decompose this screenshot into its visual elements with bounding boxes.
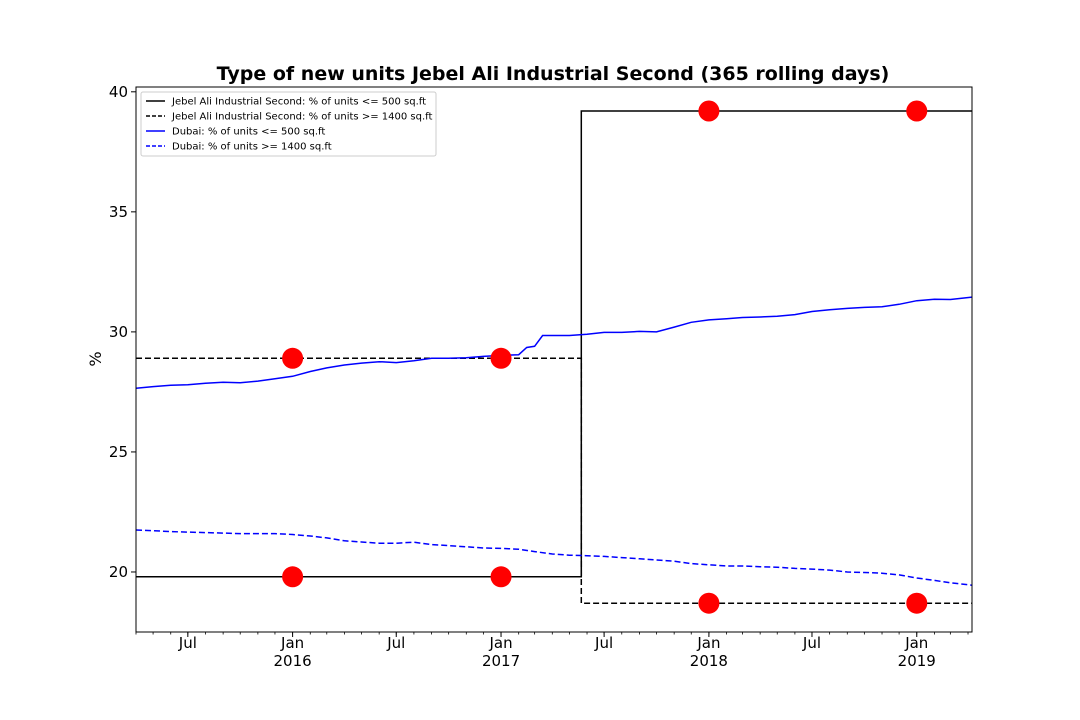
- legend: Jebel Ali Industrial Second: % of units …: [140, 91, 437, 157]
- y-tick-label: 20: [109, 563, 128, 581]
- x-tick-label: Jan: [696, 634, 720, 652]
- data-marker: [282, 347, 304, 369]
- x-tick-year-label: 2017: [482, 652, 520, 670]
- data-marker: [698, 592, 720, 614]
- data-marker: [490, 566, 512, 588]
- y-axis: 20 25 30 35 40: [109, 83, 136, 581]
- x-tick-year-label: 2018: [690, 652, 728, 670]
- x-tick-label: Jul: [594, 634, 613, 652]
- y-tick-label: 30: [109, 323, 128, 341]
- series-line-1: [136, 110, 972, 578]
- y-axis-label: %: [86, 351, 105, 366]
- y-tick-label: 40: [109, 83, 128, 101]
- x-tick-year-label: 2016: [274, 652, 312, 670]
- x-tick-label: Jul: [178, 634, 197, 652]
- data-marker: [490, 347, 512, 369]
- x-tick-label: Jul: [386, 634, 405, 652]
- data-marker: [906, 100, 928, 122]
- series-line-2: [136, 357, 972, 604]
- data-marker: [698, 100, 720, 122]
- series-line-4: [135, 529, 973, 586]
- series-layer: [135, 110, 973, 604]
- x-tick-label: Jan: [904, 634, 928, 652]
- legend-label-4: Dubai: % of units >= 1400 sq.ft: [172, 142, 332, 153]
- legend-label-3: Dubai: % of units <= 500 sq.ft: [172, 127, 325, 138]
- x-tick-label: Jan: [488, 634, 512, 652]
- x-tick-label: Jan: [280, 634, 304, 652]
- y-tick-label: 25: [109, 443, 128, 461]
- marker-layer: [282, 100, 928, 614]
- x-tick-label: Jul: [802, 634, 821, 652]
- data-marker: [906, 592, 928, 614]
- chart-title: Type of new units Jebel Ali Industrial S…: [217, 63, 890, 85]
- plot-frame: [135, 86, 973, 633]
- x-tick-year-label: 2019: [898, 652, 936, 670]
- series-line-3: [135, 296, 973, 390]
- y-tick-label: 35: [109, 203, 128, 221]
- legend-label-2: Jebel Ali Industrial Second: % of units …: [171, 112, 432, 123]
- data-marker: [282, 566, 304, 588]
- legend-box: [140, 91, 437, 157]
- legend-label-1: Jebel Ali Industrial Second: % of units …: [171, 97, 426, 108]
